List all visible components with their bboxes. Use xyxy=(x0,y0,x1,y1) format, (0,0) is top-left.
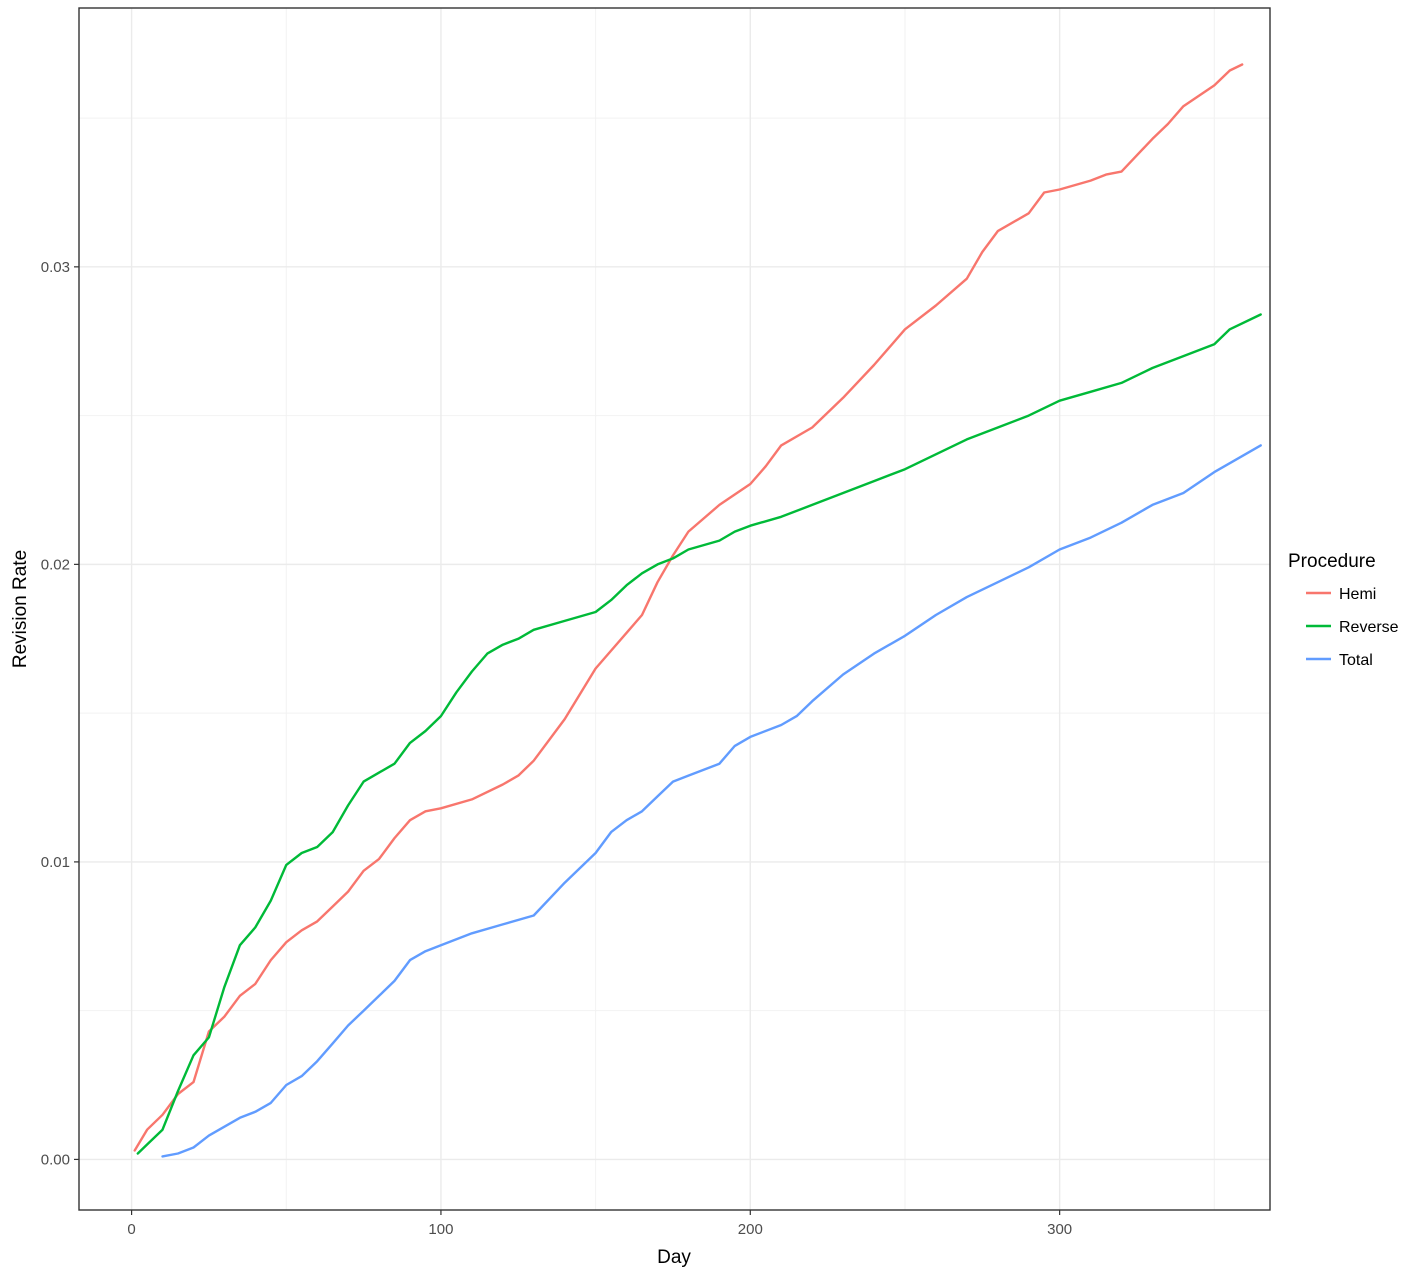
x-tick-label: 200 xyxy=(738,1221,763,1238)
x-tick-label: 300 xyxy=(1047,1221,1072,1238)
y-axis-title: Revision Rate xyxy=(10,550,31,668)
x-tick-label: 100 xyxy=(428,1221,453,1238)
series-line-reverse xyxy=(136,313,1262,1155)
y-tick-label: 0.02 xyxy=(41,556,70,573)
legend-label-total: Total xyxy=(1339,652,1373,669)
series-lines xyxy=(133,63,1262,1158)
x-axis-title: Day xyxy=(657,1247,691,1268)
plot-border xyxy=(78,7,1271,1211)
legend-items: Hemi Reverse Total xyxy=(1306,586,1399,669)
series-line-total xyxy=(161,444,1262,1158)
legend-label-reverse: Reverse xyxy=(1339,619,1399,636)
x-axis: 0 100 200 300 xyxy=(127,1210,1072,1238)
plot-background xyxy=(79,8,1270,1210)
legend: Procedure Hemi Reverse Total xyxy=(1288,551,1399,669)
y-tick-label: 0.01 xyxy=(41,854,70,871)
legend-title: Procedure xyxy=(1288,551,1376,572)
series-line-hemi xyxy=(133,63,1244,1152)
x-tick-label: 0 xyxy=(127,1221,135,1238)
grid xyxy=(79,8,1270,1210)
y-tick-label: 0.03 xyxy=(41,259,70,276)
y-axis: 0.00 0.01 0.02 0.03 xyxy=(41,259,79,1168)
y-tick-label: 0.00 xyxy=(41,1151,70,1168)
legend-label-hemi: Hemi xyxy=(1339,586,1376,603)
